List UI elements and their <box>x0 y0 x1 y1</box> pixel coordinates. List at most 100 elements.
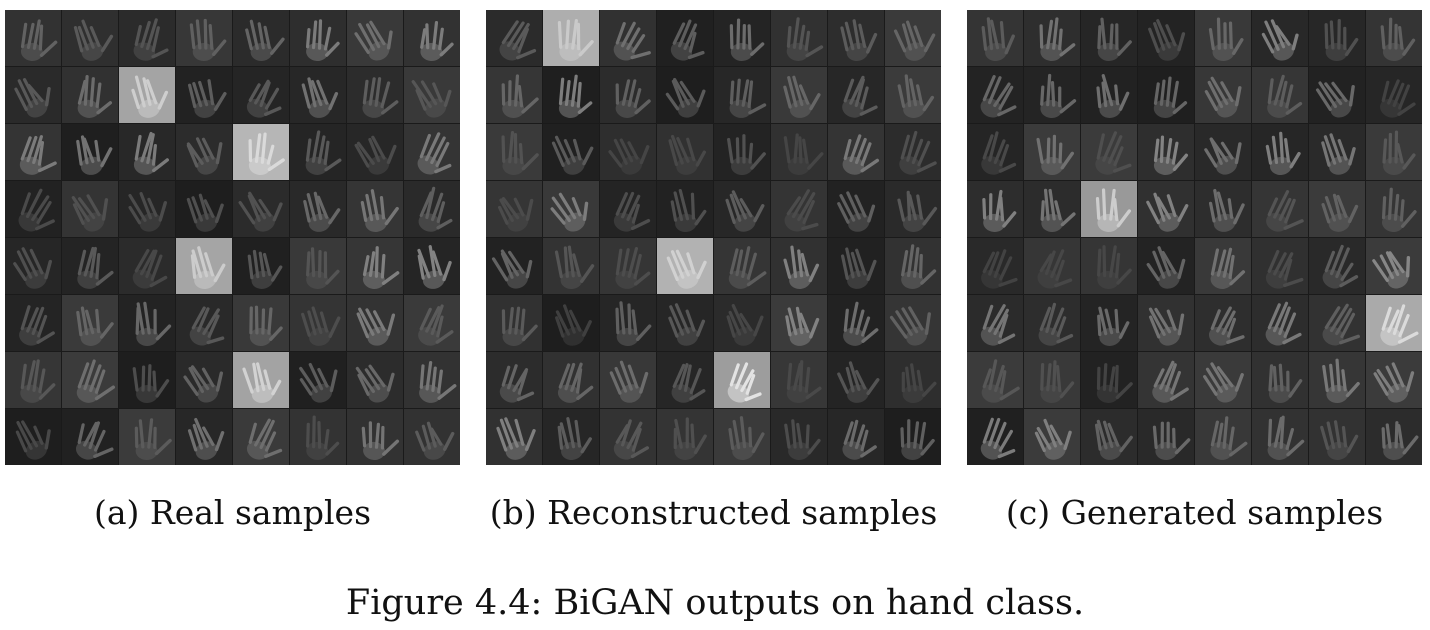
hand-xray-thumbnail <box>119 124 175 180</box>
hand-xray-thumbnail <box>967 67 1023 123</box>
hand-xray-thumbnail <box>486 181 542 237</box>
hand-xray-thumbnail <box>543 238 599 294</box>
hand-xray-thumbnail <box>404 124 460 180</box>
hand-xray-thumbnail <box>347 295 403 351</box>
hand-xray-thumbnail <box>543 67 599 123</box>
hand-xray-thumbnail <box>233 124 289 180</box>
hand-xray-thumbnail <box>828 238 884 294</box>
hand-xray-thumbnail <box>176 181 232 237</box>
hand-xray-thumbnail <box>1138 181 1194 237</box>
hand-xray-thumbnail <box>486 10 542 66</box>
hand-xray-thumbnail <box>600 10 656 66</box>
hand-xray-thumbnail <box>233 238 289 294</box>
hand-xray-thumbnail <box>62 10 118 66</box>
hand-xray-thumbnail <box>119 67 175 123</box>
hand-xray-thumbnail <box>543 181 599 237</box>
hand-xray-thumbnail <box>828 124 884 180</box>
hand-xray-thumbnail <box>600 295 656 351</box>
hand-xray-thumbnail <box>290 181 346 237</box>
figure-caption: Figure 4.4: BiGAN outputs on hand class. <box>345 583 1085 623</box>
hand-xray-thumbnail <box>119 181 175 237</box>
hand-xray-thumbnail <box>1024 352 1080 408</box>
hand-xray-thumbnail <box>1195 352 1251 408</box>
hand-xray-thumbnail <box>885 409 941 465</box>
hand-xray-thumbnail <box>5 181 61 237</box>
hand-xray-thumbnail <box>828 295 884 351</box>
hand-xray-thumbnail <box>828 181 884 237</box>
hand-xray-thumbnail <box>62 352 118 408</box>
hand-xray-thumbnail <box>404 238 460 294</box>
hand-xray-thumbnail <box>885 124 941 180</box>
hand-xray-thumbnail <box>1309 295 1365 351</box>
hand-xray-thumbnail <box>62 67 118 123</box>
hand-xray-thumbnail <box>543 352 599 408</box>
hand-xray-thumbnail <box>1252 409 1308 465</box>
hand-xray-thumbnail <box>967 409 1023 465</box>
hand-xray-thumbnail <box>176 67 232 123</box>
hand-xray-thumbnail <box>486 295 542 351</box>
hand-xray-thumbnail <box>176 10 232 66</box>
hand-xray-thumbnail <box>1081 409 1137 465</box>
hand-xray-thumbnail <box>885 352 941 408</box>
hand-xray-thumbnail <box>1366 295 1422 351</box>
hand-xray-thumbnail <box>714 352 770 408</box>
real-samples-image-grid <box>5 10 460 465</box>
hand-xray-thumbnail <box>1195 181 1251 237</box>
subcaption-generated-samples: (c) Generated samples <box>1005 493 1384 532</box>
hand-xray-thumbnail <box>771 409 827 465</box>
hand-xray-thumbnail <box>5 10 61 66</box>
hand-xray-thumbnail <box>119 352 175 408</box>
hand-xray-thumbnail <box>290 295 346 351</box>
hand-xray-thumbnail <box>657 352 713 408</box>
hand-xray-thumbnail <box>714 10 770 66</box>
hand-xray-thumbnail <box>1252 124 1308 180</box>
hand-xray-thumbnail <box>714 295 770 351</box>
hand-xray-thumbnail <box>885 181 941 237</box>
hand-xray-thumbnail <box>543 409 599 465</box>
hand-xray-thumbnail <box>486 352 542 408</box>
hand-xray-thumbnail <box>1195 124 1251 180</box>
hand-xray-thumbnail <box>1309 67 1365 123</box>
hand-xray-thumbnail <box>1195 295 1251 351</box>
hand-xray-thumbnail <box>657 181 713 237</box>
hand-xray-thumbnail <box>885 67 941 123</box>
hand-xray-thumbnail <box>1252 295 1308 351</box>
hand-xray-thumbnail <box>347 124 403 180</box>
hand-xray-thumbnail <box>62 238 118 294</box>
hand-xray-thumbnail <box>5 409 61 465</box>
hand-xray-thumbnail <box>771 352 827 408</box>
hand-xray-thumbnail <box>657 124 713 180</box>
hand-xray-thumbnail <box>1024 295 1080 351</box>
hand-xray-thumbnail <box>62 409 118 465</box>
hand-xray-thumbnail <box>885 10 941 66</box>
hand-xray-thumbnail <box>1138 10 1194 66</box>
hand-xray-thumbnail <box>967 352 1023 408</box>
hand-xray-thumbnail <box>1366 124 1422 180</box>
hand-xray-thumbnail <box>1252 67 1308 123</box>
hand-xray-thumbnail <box>1081 295 1137 351</box>
hand-xray-thumbnail <box>347 67 403 123</box>
hand-xray-thumbnail <box>176 409 232 465</box>
hand-xray-thumbnail <box>1309 10 1365 66</box>
hand-xray-thumbnail <box>1195 238 1251 294</box>
hand-xray-thumbnail <box>233 409 289 465</box>
hand-xray-thumbnail <box>176 238 232 294</box>
hand-xray-thumbnail <box>543 10 599 66</box>
hand-xray-thumbnail <box>119 409 175 465</box>
hand-xray-thumbnail <box>1195 409 1251 465</box>
hand-xray-thumbnail <box>657 10 713 66</box>
hand-xray-thumbnail <box>1366 10 1422 66</box>
hand-xray-thumbnail <box>967 238 1023 294</box>
generated-samples-image-grid <box>967 10 1422 465</box>
hand-xray-thumbnail <box>1081 67 1137 123</box>
hand-xray-thumbnail <box>771 238 827 294</box>
hand-xray-thumbnail <box>486 124 542 180</box>
subcaption-real-samples: (a) Real samples <box>93 493 372 532</box>
hand-xray-thumbnail <box>1081 10 1137 66</box>
hand-xray-thumbnail <box>543 295 599 351</box>
hand-xray-thumbnail <box>885 238 941 294</box>
hand-xray-thumbnail <box>404 67 460 123</box>
hand-xray-thumbnail <box>1024 238 1080 294</box>
hand-xray-thumbnail <box>657 238 713 294</box>
hand-xray-thumbnail <box>1252 10 1308 66</box>
